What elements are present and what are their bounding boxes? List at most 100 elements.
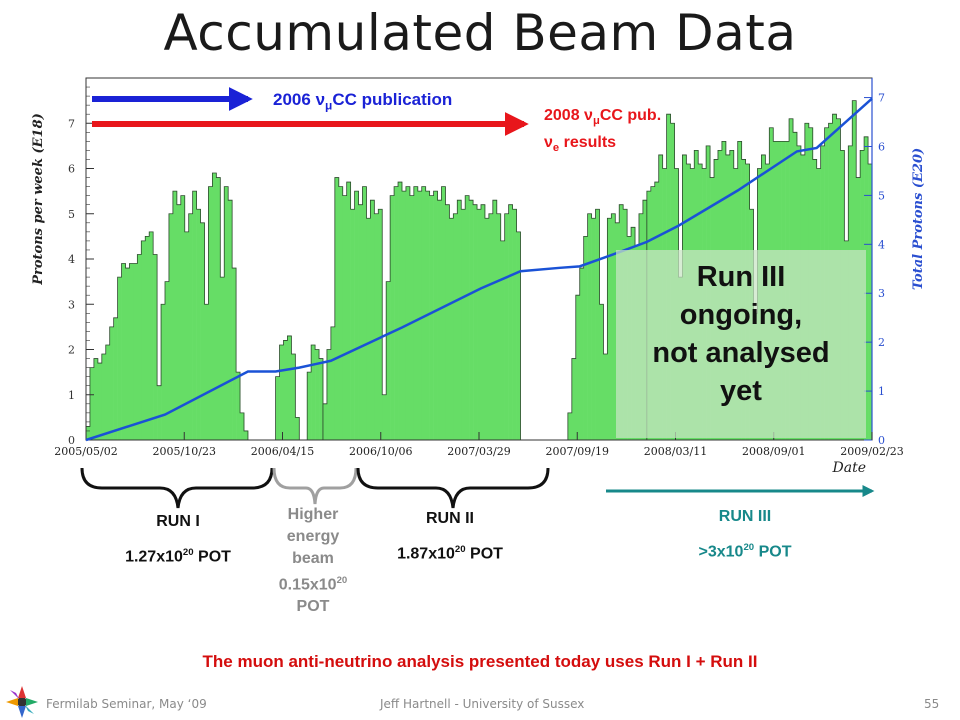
weekly-bar <box>157 385 162 440</box>
weekly-bar <box>417 191 423 441</box>
weekly-bar <box>149 231 154 440</box>
weekly-bar <box>184 231 189 440</box>
y2-tick-label: 4 <box>878 238 885 251</box>
weekly-bar <box>204 304 209 440</box>
weekly-bar <box>378 209 383 440</box>
y-tick-label: 7 <box>68 117 75 130</box>
weekly-bar <box>168 213 174 440</box>
cumulative-line-layer <box>85 97 873 442</box>
weekly-bar <box>291 354 296 440</box>
weekly-bar <box>311 344 316 440</box>
weekly-bar <box>370 200 375 440</box>
weekly-bar <box>500 240 505 440</box>
weekly-bar <box>405 186 411 440</box>
weekly-bar <box>334 177 340 441</box>
x-tick-label: 2006/04/15 <box>251 445 314 458</box>
page-number: 55 <box>924 697 940 711</box>
weekly-bar <box>591 218 596 440</box>
weekly-bar <box>279 344 284 440</box>
weekly-bar <box>228 200 233 440</box>
run-i-label: RUN I 1.27x1020 POT <box>78 513 278 566</box>
weekly-bar <box>125 268 130 440</box>
higher-energy-brace <box>272 467 358 505</box>
y2-axis-label: Total Protons (E20) <box>911 148 926 290</box>
weekly-bar <box>354 191 359 441</box>
weekly-bar <box>236 372 241 441</box>
axes <box>85 77 873 441</box>
overlay-line: not analysed <box>652 337 830 369</box>
results-text: results <box>563 134 617 152</box>
bar-outline <box>322 177 521 440</box>
weekly-bar <box>449 218 454 440</box>
weekly-bar <box>342 195 347 440</box>
weekly-bar <box>330 326 336 441</box>
weekly-bar <box>105 344 110 440</box>
run-iii-label: RUN III >3x1020 POT <box>640 508 850 561</box>
x-tick-label: 2005/05/02 <box>54 445 117 458</box>
e-subscript: e <box>552 142 560 155</box>
run-name-line: energy <box>286 528 340 545</box>
run-name-line: beam <box>292 550 334 567</box>
weekly-bar <box>429 195 434 440</box>
weekly-bar <box>868 163 873 441</box>
weekly-bar <box>512 209 517 440</box>
run-pot: 1.87x1020 POT <box>397 544 503 563</box>
weekly-bar <box>129 263 134 440</box>
weekly-bar <box>113 317 118 440</box>
run-name: RUN III <box>718 508 772 525</box>
weekly-bar <box>232 268 237 440</box>
run-ii-label: RUN II 1.87x1020 POT <box>350 510 550 563</box>
weekly-bar <box>516 231 521 440</box>
weekly-bar <box>366 218 371 440</box>
weekly-bar <box>315 349 320 440</box>
weekly-bar <box>583 236 588 441</box>
x-tick-label: 2008/09/01 <box>742 445 805 458</box>
pub-year: 2008 <box>544 107 580 124</box>
y2-tick-label: 2 <box>878 336 885 349</box>
weekly-bar <box>350 209 355 440</box>
nu-symbol: ν <box>544 134 553 152</box>
fermilab-logo-icon <box>6 686 38 718</box>
weekly-bar <box>390 195 395 440</box>
weekly-bar <box>224 186 229 440</box>
weekly-bar <box>433 191 438 441</box>
weekly-bar <box>496 213 502 440</box>
weekly-bar <box>398 182 403 440</box>
weekly-bar <box>145 236 150 441</box>
weekly-bar <box>109 326 114 441</box>
weekly-bar <box>603 354 608 440</box>
weekly-bar <box>86 426 91 440</box>
weekly-bar <box>319 358 324 440</box>
mu-subscript: μ <box>325 98 333 113</box>
higher-energy-label: Higher energy beam 0.15x1020 POT <box>250 504 376 618</box>
weekly-bar <box>421 186 426 440</box>
y-tick-label: 3 <box>68 298 75 311</box>
footer-event: Fermilab Seminar, May ‘09 <box>46 697 207 711</box>
weekly-bar <box>164 281 170 441</box>
weekly-bar <box>358 204 363 440</box>
weekly-bar <box>346 182 351 440</box>
weekly-bar <box>220 277 225 440</box>
weekly-bar <box>382 394 387 440</box>
weekly-bar <box>188 213 193 440</box>
weekly-bar <box>287 335 292 440</box>
weekly-bar <box>196 209 201 440</box>
bar-outline <box>567 199 648 440</box>
y2-tick-label: 3 <box>878 287 885 300</box>
x-tick-label: 2005/10/23 <box>153 445 216 458</box>
weekly-bar <box>161 304 166 440</box>
weekly-bar <box>453 213 458 440</box>
run-ii-brace <box>356 467 550 509</box>
weekly-bar <box>484 218 490 440</box>
weekly-bar <box>283 340 288 440</box>
run-pot: 1.27x1020 POT <box>125 547 231 566</box>
weekly-bar <box>607 218 612 440</box>
cumulative-line <box>85 97 873 442</box>
weekly-bar <box>137 254 142 440</box>
weekly-bar <box>338 186 344 440</box>
weekly-bar <box>492 200 498 440</box>
overlay-line: yet <box>720 375 762 407</box>
weekly-bar <box>477 209 482 440</box>
weekly-bar <box>326 349 332 440</box>
weekly-bar <box>469 200 474 440</box>
